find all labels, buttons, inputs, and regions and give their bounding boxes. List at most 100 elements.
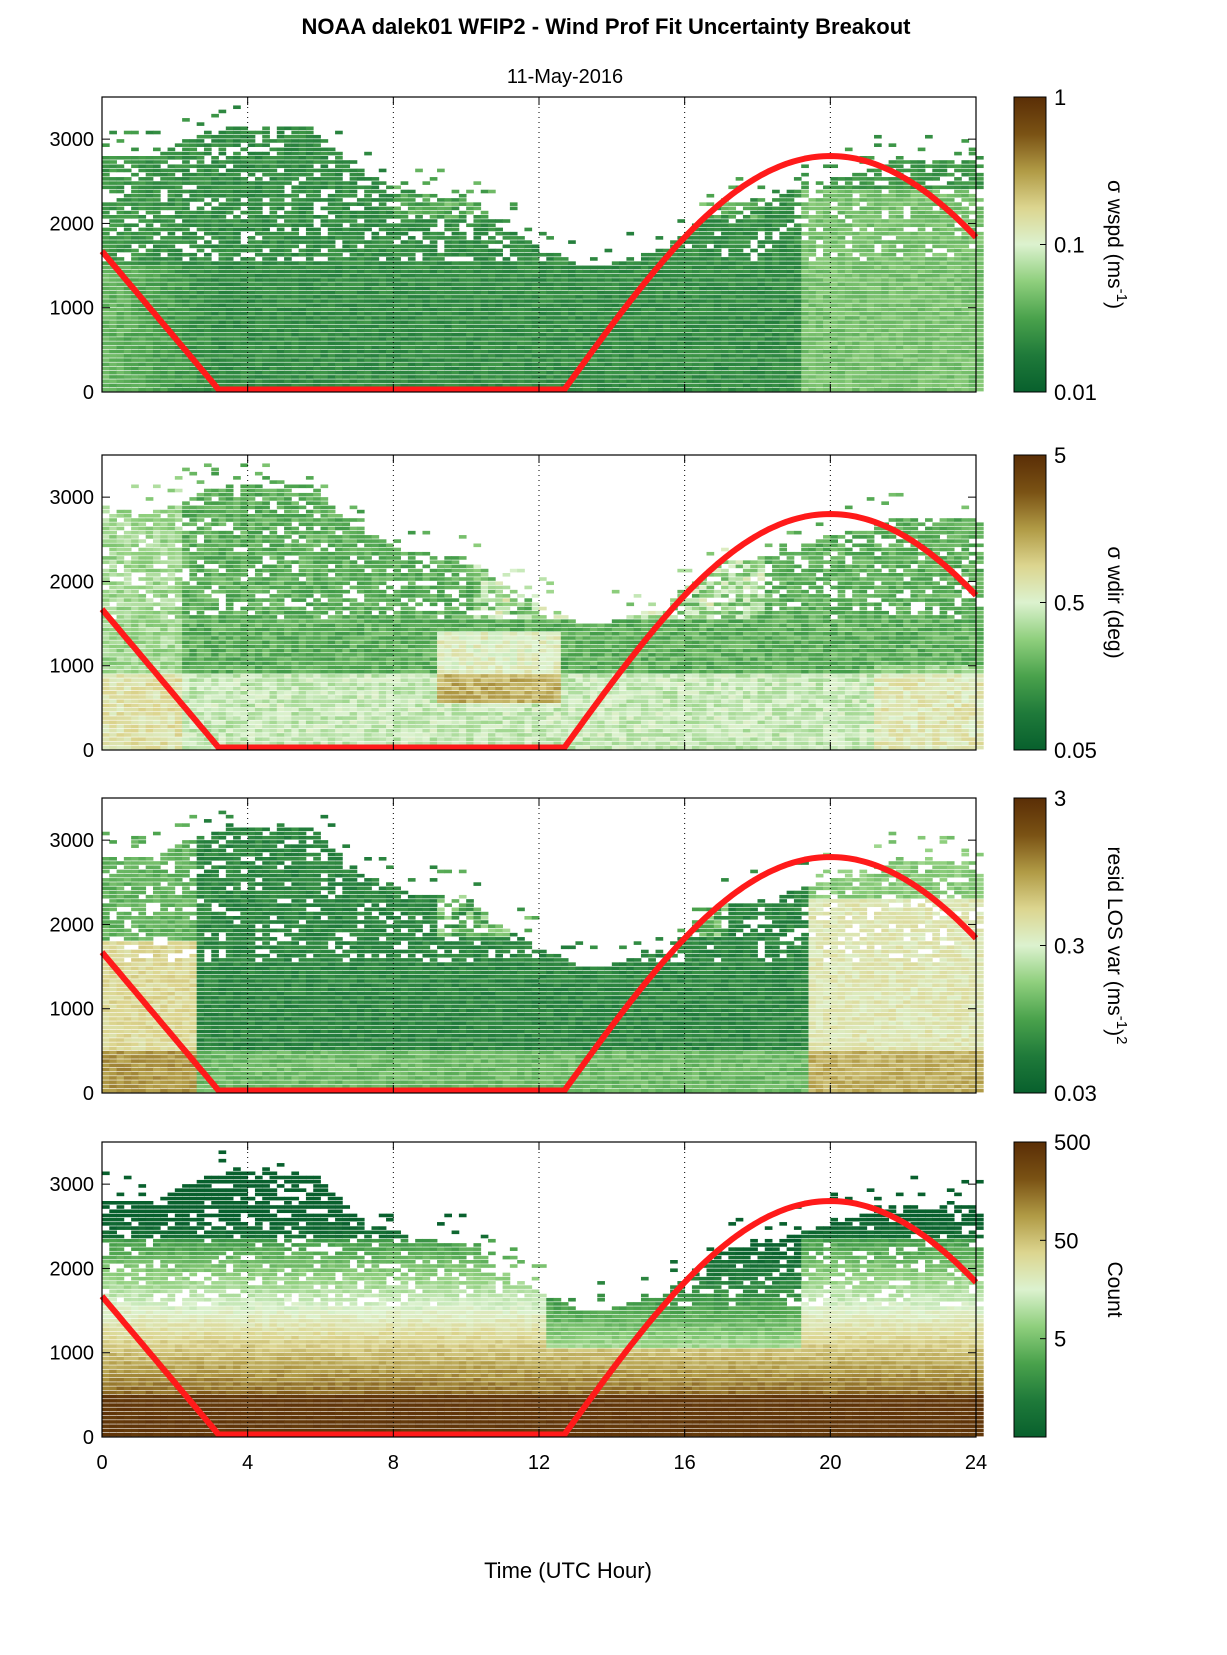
heatmap-cell	[706, 236, 715, 240]
heatmap-cell	[633, 383, 642, 388]
heatmap-cell	[874, 328, 882, 333]
heatmap-cell	[589, 307, 598, 312]
heatmap-cell	[174, 202, 183, 206]
heatmap-cell	[102, 337, 110, 341]
heatmap-cell	[742, 231, 751, 236]
heatmap-cell	[495, 261, 503, 265]
heatmap-cell	[364, 333, 372, 337]
heatmap-cell	[407, 379, 416, 383]
heatmap-cell	[218, 177, 227, 181]
heatmap-cell	[823, 210, 831, 215]
heatmap-cell	[276, 156, 285, 160]
heatmap-cell	[721, 337, 729, 341]
heatmap-cell	[211, 185, 219, 190]
heatmap-cell	[786, 341, 795, 346]
heatmap-cell	[881, 265, 889, 270]
heatmap-cell	[517, 248, 525, 253]
heatmap-cell	[254, 295, 263, 299]
heatmap-cell	[772, 345, 780, 350]
heatmap-cell	[539, 261, 547, 265]
heatmap-cell	[670, 320, 678, 324]
heatmap-cell	[874, 210, 882, 215]
heatmap-cell	[364, 307, 372, 312]
heatmap-cell	[174, 320, 183, 324]
heatmap-cell	[437, 349, 445, 354]
heatmap-cell	[691, 295, 700, 299]
heatmap-cell	[852, 345, 860, 350]
heatmap-cell	[189, 383, 198, 388]
heatmap-cell	[371, 333, 380, 337]
heatmap-cell	[517, 324, 525, 329]
heatmap-cell	[597, 366, 605, 371]
heatmap-cell	[400, 375, 409, 379]
heatmap-cell	[815, 282, 824, 287]
heatmap-cell	[254, 341, 263, 346]
heatmap-cell	[116, 286, 125, 291]
heatmap-cell	[335, 345, 343, 350]
heatmap-cell	[240, 379, 249, 383]
heatmap-cell	[189, 172, 198, 177]
heatmap-cell	[123, 244, 132, 249]
heatmap-cell	[815, 215, 824, 219]
heatmap-cell	[167, 379, 176, 383]
heatmap-cell	[160, 387, 168, 392]
heatmap-cell	[517, 375, 525, 379]
heatmap-cell	[233, 185, 241, 190]
heatmap-cell	[859, 206, 868, 211]
heatmap-cell	[109, 202, 117, 206]
heatmap-cell	[335, 257, 343, 261]
heatmap-cell	[823, 316, 831, 320]
heatmap-cell	[640, 316, 649, 320]
heatmap-cell	[160, 349, 168, 354]
heatmap-cell	[305, 320, 314, 324]
heatmap-cell	[225, 130, 234, 135]
heatmap-cell	[888, 181, 897, 185]
heatmap-cell	[684, 286, 693, 291]
heatmap-cell	[626, 341, 635, 346]
heatmap-cell	[706, 274, 715, 278]
heatmap-cell	[495, 303, 503, 308]
heatmap-cell	[415, 244, 423, 249]
heatmap-cell	[626, 269, 635, 274]
heatmap-cell	[888, 354, 897, 358]
heatmap-cell	[735, 341, 744, 346]
heatmap-cell	[866, 375, 875, 379]
heatmap-cell	[728, 316, 737, 320]
heatmap-cell	[407, 320, 416, 324]
heatmap-cell	[152, 164, 161, 169]
heatmap-cell	[378, 349, 387, 354]
heatmap-cell	[444, 320, 452, 324]
heatmap-cell	[757, 345, 766, 350]
heatmap-cell	[648, 358, 656, 362]
heatmap-cell	[640, 387, 649, 392]
heatmap-cell	[451, 362, 460, 367]
heatmap-cell	[262, 223, 270, 228]
heatmap-cell	[495, 248, 503, 253]
heatmap-cell	[152, 354, 161, 358]
heatmap-cell	[633, 341, 642, 346]
heatmap-cell	[313, 193, 321, 198]
heatmap-cell	[218, 354, 227, 358]
heatmap-cell	[509, 252, 518, 257]
heatmap-cell	[167, 383, 176, 388]
heatmap-cell	[713, 265, 722, 270]
heatmap-cell	[866, 198, 875, 202]
heatmap-cell	[633, 265, 642, 270]
heatmap-cell	[517, 303, 525, 308]
heatmap-cell	[269, 252, 278, 257]
heatmap-cell	[648, 303, 656, 308]
heatmap-cell	[844, 210, 853, 215]
heatmap-cell	[582, 328, 591, 333]
heatmap-cell	[648, 290, 656, 295]
heatmap-cell	[772, 240, 780, 244]
heatmap-cell	[349, 177, 358, 181]
heatmap-cell	[458, 261, 467, 265]
heatmap-cell	[670, 362, 678, 367]
heatmap-cell	[444, 269, 452, 274]
heatmap-cell	[109, 349, 117, 354]
heatmap-cell	[713, 252, 722, 257]
heatmap-cell	[458, 244, 467, 249]
heatmap-cell	[874, 366, 882, 371]
heatmap-cell	[473, 257, 482, 261]
heatmap-cell	[793, 303, 802, 308]
